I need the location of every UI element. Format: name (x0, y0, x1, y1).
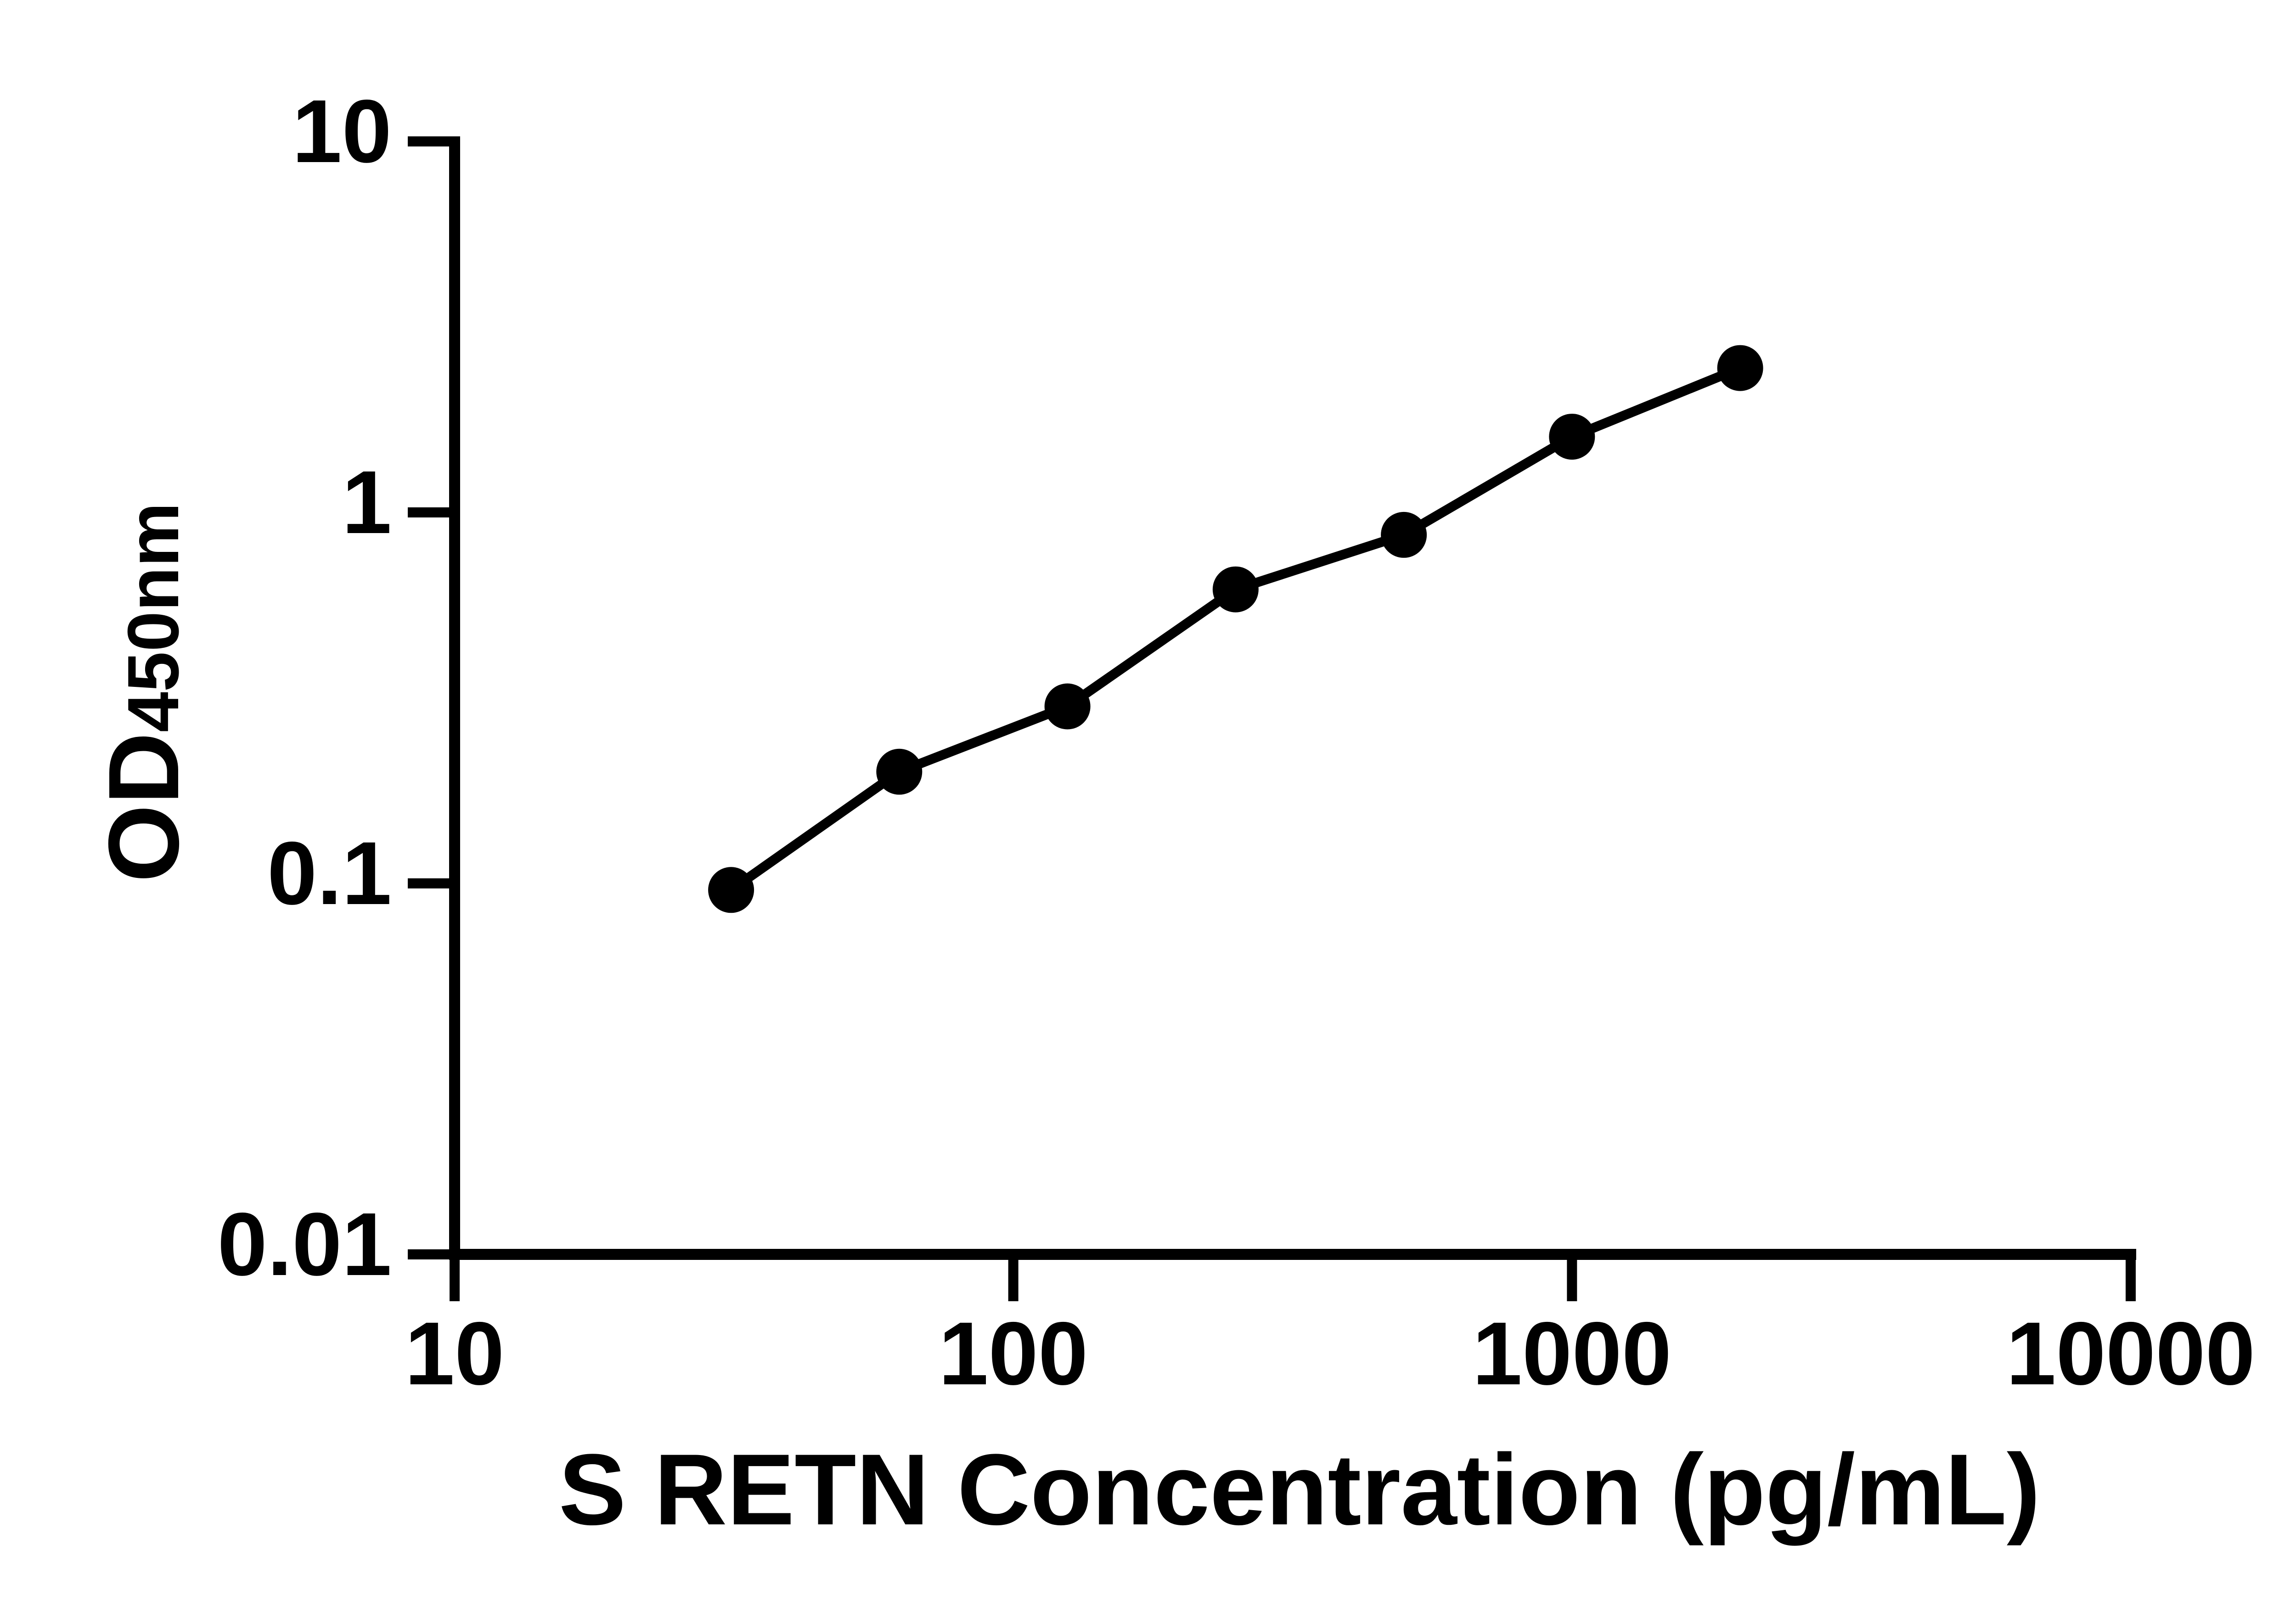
y-axis-title-subscript: 450nm (113, 502, 194, 732)
y-tick-label: 10 (292, 81, 392, 181)
y-axis-title: OD450nm (88, 502, 200, 882)
y-tick-label: 0.1 (267, 823, 392, 923)
x-tick-label: 100 (939, 1304, 1088, 1404)
x-tick-label: 1000 (1472, 1304, 1671, 1404)
y-tick-label: 1 (342, 452, 392, 552)
x-axis-title: S RETN Concentration (pg/mL) (559, 1433, 2041, 1546)
data-point (1212, 566, 1259, 613)
x-tick-label: 10 (405, 1304, 505, 1404)
data-point (1549, 414, 1595, 460)
data-point (876, 748, 923, 795)
x-tick-label: 10000 (2006, 1304, 2255, 1404)
data-point (1381, 511, 1427, 558)
data-point (1044, 683, 1091, 730)
y-axis-title-main: OD (88, 732, 200, 882)
data-point (708, 867, 754, 913)
y-tick-label: 0.01 (217, 1194, 392, 1294)
data-point (1717, 345, 1763, 391)
plot-area: 0.01 0.1 1 10 10 100 1000 10000 (217, 81, 2255, 1404)
